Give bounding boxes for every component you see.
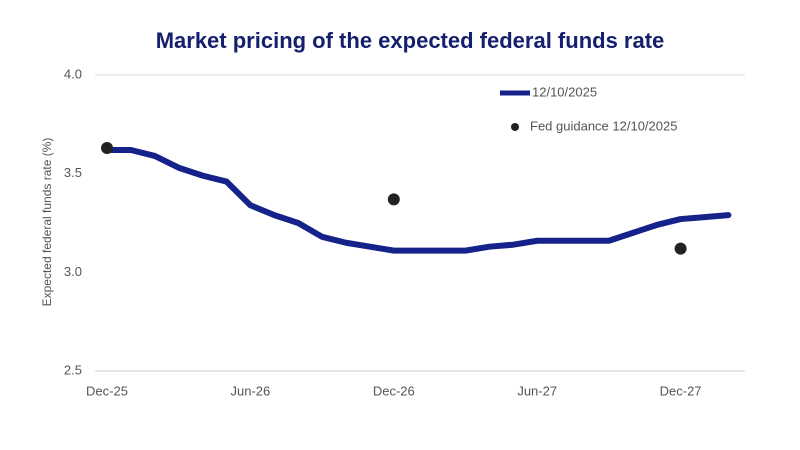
guidance-dot bbox=[674, 242, 687, 255]
x-tick-label: Dec-26 bbox=[373, 383, 415, 398]
y-tick-label: 4.0 bbox=[64, 66, 82, 81]
rate-line bbox=[104, 146, 732, 254]
y-tick-label: 3.5 bbox=[64, 165, 82, 180]
x-tick-label: Jun-26 bbox=[231, 383, 271, 398]
guidance-dot bbox=[387, 193, 400, 206]
y-axis-label: Expected federal funds rate (%) bbox=[40, 138, 54, 307]
x-tick-label: Dec-27 bbox=[660, 383, 702, 398]
y-tick-label: 2.5 bbox=[64, 362, 82, 377]
x-tick-label: Dec-25 bbox=[86, 383, 128, 398]
chart-title: Market pricing of the expected federal f… bbox=[156, 28, 665, 53]
legend-label: Fed guidance 12/10/2025 bbox=[530, 118, 677, 133]
guidance-dot bbox=[101, 142, 113, 155]
legend-marker bbox=[511, 123, 519, 131]
x-tick-label: Jun-27 bbox=[517, 383, 557, 398]
y-tick-label: 3.0 bbox=[64, 264, 82, 279]
legend-label: 12/10/2025 bbox=[532, 84, 597, 99]
